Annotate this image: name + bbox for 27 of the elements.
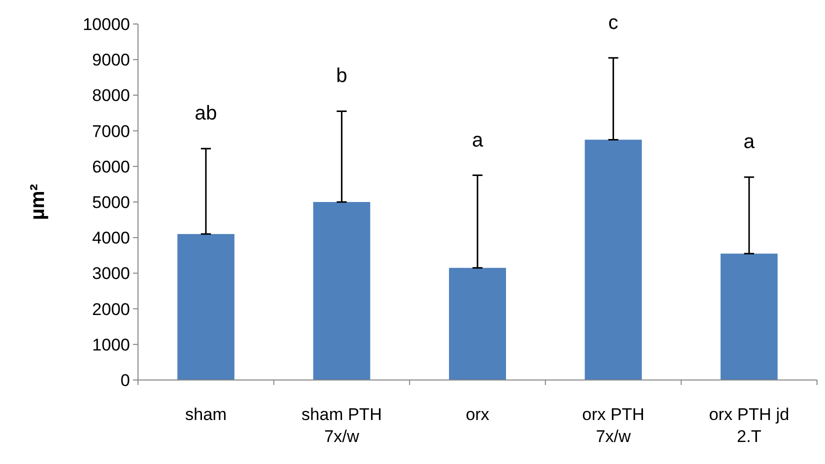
annotation: c	[608, 12, 618, 34]
y-axis-title: µm²	[27, 184, 49, 220]
annotation: b	[336, 65, 348, 88]
x-tick-label: sham PTH 7x/w	[302, 405, 382, 446]
bar	[584, 140, 642, 380]
y-tick-label: 1000	[92, 335, 130, 354]
bar	[177, 234, 234, 380]
y-tick-label: 10000	[82, 14, 130, 34]
bar	[720, 254, 778, 380]
x-tick-label: orx PTH jd 2.T	[708, 405, 790, 446]
y-tick-label: 8000	[92, 86, 130, 106]
x-tick-label: orx PTH 7x/w	[582, 405, 644, 446]
y-tick-label: 7000	[92, 122, 130, 141]
bar	[448, 268, 506, 380]
y-tick-label: 9000	[92, 50, 130, 70]
x-tick-label: orx	[466, 405, 490, 424]
annotation: ab	[194, 102, 218, 125]
bar	[313, 202, 370, 380]
x-tick-label: sham	[185, 405, 227, 424]
y-tick-label: 0	[120, 370, 130, 390]
y-tick-label: 5000	[92, 192, 130, 212]
annotation: a	[472, 129, 484, 152]
y-tick-label: 2000	[92, 300, 130, 319]
y-tick-label: 4000	[92, 228, 130, 248]
annotation: a	[744, 131, 756, 154]
y-tick-label: 6000	[92, 157, 130, 176]
y-tick-label: 3000	[92, 264, 130, 284]
